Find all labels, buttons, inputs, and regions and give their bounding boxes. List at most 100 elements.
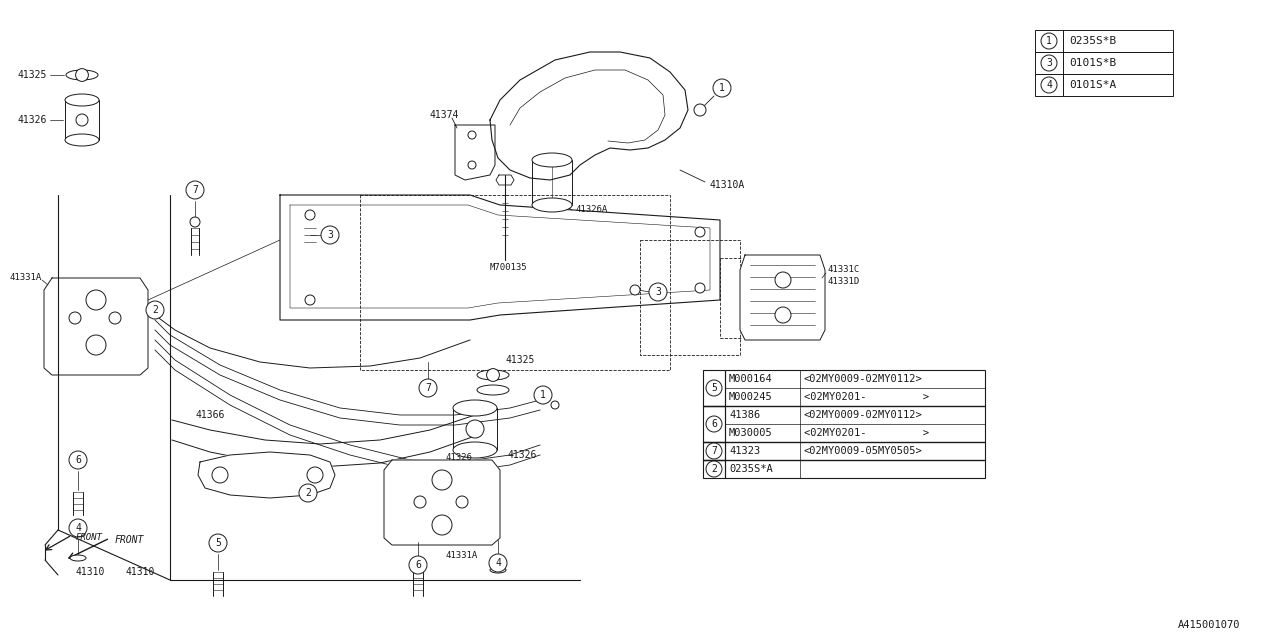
Text: 41374: 41374 [430,110,460,120]
Text: 7: 7 [192,185,198,195]
Text: 3: 3 [328,230,333,240]
Circle shape [305,295,315,305]
Polygon shape [198,452,335,498]
Circle shape [649,283,667,301]
Circle shape [1041,55,1057,71]
Text: 3: 3 [655,287,660,297]
Bar [724,370,986,478]
Circle shape [534,386,552,404]
Ellipse shape [70,555,86,561]
Polygon shape [44,278,148,375]
Text: 7: 7 [425,383,431,393]
Text: <02MY0009-02MY0112>: <02MY0009-02MY0112> [804,410,923,420]
Text: 41326: 41326 [507,450,536,460]
Bar [1062,30,1172,52]
Bar [703,370,724,406]
Text: M030005: M030005 [730,428,773,438]
Text: 5: 5 [712,383,717,393]
Circle shape [69,312,81,324]
Text: 2: 2 [712,464,717,474]
Circle shape [69,451,87,469]
Circle shape [694,104,707,116]
Circle shape [468,131,476,139]
Text: 41326: 41326 [445,454,472,463]
Circle shape [76,114,88,126]
Circle shape [707,416,722,432]
Ellipse shape [453,400,497,416]
Circle shape [307,467,323,483]
Circle shape [209,534,227,552]
Circle shape [707,380,722,396]
Ellipse shape [532,198,572,212]
Circle shape [189,217,200,227]
Circle shape [1041,33,1057,49]
Text: 41325: 41325 [506,355,534,365]
Text: 5: 5 [215,538,221,548]
Ellipse shape [532,153,572,167]
Text: 41310: 41310 [76,567,105,577]
Text: 0235S*A: 0235S*A [730,464,773,474]
Text: 0235S*B: 0235S*B [1069,36,1116,46]
Text: 41331A: 41331A [445,550,477,559]
Text: 41325: 41325 [18,70,47,80]
Circle shape [86,290,106,310]
Text: 41323: 41323 [730,446,760,456]
Ellipse shape [65,134,99,146]
Bar [1036,74,1062,96]
Polygon shape [280,195,719,320]
Bar [1036,30,1062,52]
Text: 41326: 41326 [18,115,47,125]
Text: <02MY0201-         >: <02MY0201- > [804,392,929,402]
Text: <02MY0201-         >: <02MY0201- > [804,428,929,438]
Circle shape [300,484,317,502]
Bar [640,240,740,355]
Text: 1: 1 [719,83,724,93]
Text: 41386: 41386 [730,410,760,420]
Bar [1062,74,1172,96]
Circle shape [468,161,476,169]
Circle shape [305,210,315,220]
Text: 4: 4 [495,558,500,568]
Text: 1: 1 [540,390,547,400]
Circle shape [707,443,722,459]
Polygon shape [497,175,515,185]
Circle shape [109,312,122,324]
Circle shape [433,470,452,490]
Circle shape [695,283,705,293]
Polygon shape [490,52,689,180]
Bar [1062,52,1172,74]
Circle shape [630,285,640,295]
Polygon shape [454,125,495,180]
Circle shape [707,461,722,477]
Text: 41310: 41310 [125,567,155,577]
Text: 3: 3 [1046,58,1052,68]
Circle shape [413,496,426,508]
Text: 6: 6 [415,560,421,570]
Text: M000164: M000164 [730,374,773,384]
Circle shape [456,496,468,508]
Circle shape [486,369,499,381]
Bar [360,195,669,370]
Text: 41366: 41366 [195,410,224,420]
Circle shape [433,515,452,535]
Text: M700135: M700135 [490,264,527,273]
Circle shape [146,301,164,319]
Circle shape [419,379,436,397]
Bar [703,442,724,460]
Text: 41331C: 41331C [828,266,860,275]
Ellipse shape [477,385,509,395]
Ellipse shape [65,94,99,106]
Circle shape [489,554,507,572]
Text: 0101S*A: 0101S*A [1069,80,1116,90]
Ellipse shape [477,370,509,380]
Circle shape [186,181,204,199]
Ellipse shape [67,70,99,80]
Polygon shape [740,255,826,340]
Text: 0101S*B: 0101S*B [1069,58,1116,68]
Circle shape [466,420,484,438]
Text: 41326A: 41326A [575,205,607,214]
Text: 4: 4 [1046,80,1052,90]
Text: FRONT: FRONT [115,535,145,545]
Text: <02MY0009-05MY0505>: <02MY0009-05MY0505> [804,446,923,456]
Circle shape [86,335,106,355]
